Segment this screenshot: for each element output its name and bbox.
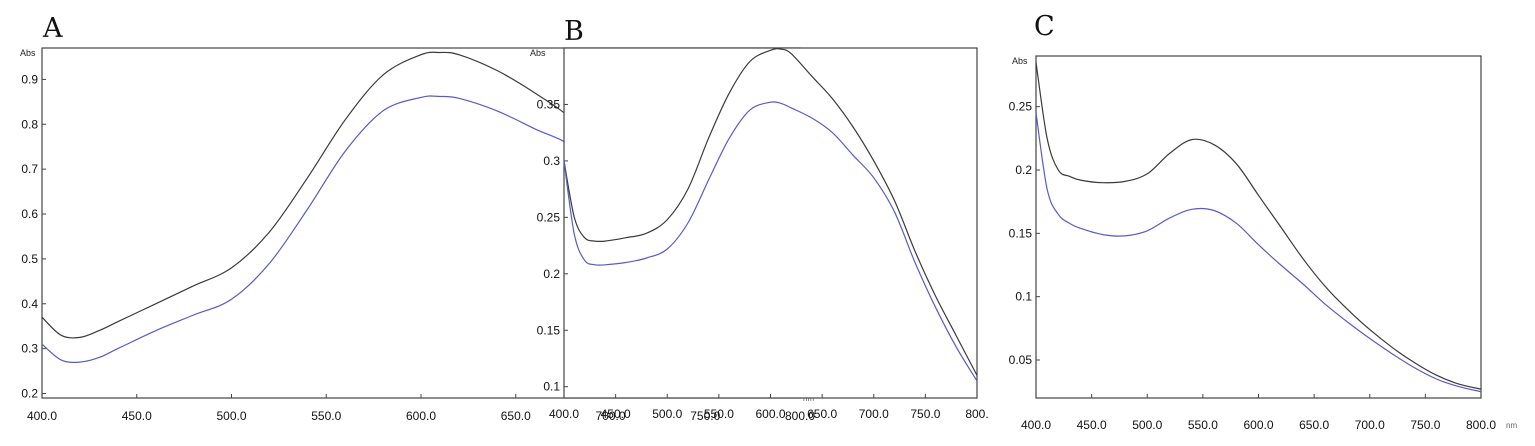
panel-b-series-line-2	[563, 101, 978, 382]
panel-b-xtick-label: 550.0	[704, 407, 734, 421]
panel-b-xtick-label: 600.0	[755, 407, 785, 421]
panel-c-xtick-label: 550.0	[1188, 418, 1218, 432]
panel-a-ytick-label: 0.6	[21, 207, 38, 221]
panel-a-xtick-label: 750.0	[690, 409, 720, 423]
panel-b-xtick-label: 450.0	[601, 407, 631, 421]
panel-a-ytick-label: 0.9	[21, 72, 38, 86]
panel-b-series-line-1	[563, 48, 978, 376]
panel-b-xtick-label: 650.0	[807, 407, 837, 421]
panel-c-letter: C	[1034, 11, 1055, 42]
panel-a-xtick-label: 700.0	[595, 409, 625, 423]
panel-c-series-line-2	[1035, 112, 1482, 393]
panel-b-ylabel: Abs	[530, 48, 546, 58]
panel-c-plot-frame	[1035, 55, 1482, 399]
panel-b-ytick-label: 0.1	[543, 380, 560, 394]
panel-a-xtick-label: 800.0	[785, 409, 815, 423]
panel-b-xtick-label: 750.0	[910, 407, 940, 421]
panel-c-ytick-label: 0.1	[1015, 290, 1032, 304]
panel-c-ytick-label: 0.15	[1009, 226, 1033, 240]
panel-a-xtick-label: 600.0	[406, 409, 436, 423]
panel-a-ytick-label: 0.8	[21, 117, 38, 131]
panel-c-ytick-label: 0.2	[1015, 163, 1032, 177]
panel-b-ytick-label: 0.35	[537, 97, 561, 111]
panel-c-ytick-label: 0.05	[1009, 353, 1033, 367]
panel-a-ytick-label: 0.3	[21, 342, 38, 356]
panel-a-xtick-label: 450.0	[122, 409, 152, 423]
panel-c-xunit: nm	[1506, 421, 1517, 430]
panel-c-ylabel: Abs	[1012, 56, 1028, 66]
panel-c-xtick-label: 700.0	[1355, 418, 1385, 432]
panel-c-xtick-label: 750.0	[1410, 418, 1440, 432]
panel-b-axes: 400.0 450.0 500.0 550.0 600.0 650.0 700.0 750.0…	[537, 48, 989, 421]
panel-a-ytick-label: 0.4	[21, 297, 38, 311]
panel-a-ytick-label: 0.2	[21, 387, 38, 401]
panel-c: C Abs nm 400.0 450.0 500.0 550.0 600.0 650.0 7…	[1009, 11, 1518, 432]
panel-c-xtick-label: 650.0	[1299, 418, 1329, 432]
panel-c-ytick-label: 0.25	[1009, 100, 1033, 114]
panel-b-letter: B	[564, 16, 584, 47]
panel-a-xtick-label: 500.0	[216, 409, 246, 423]
panel-a-xtick-label: 550.0	[311, 409, 341, 423]
panel-a-letter: A	[42, 13, 63, 44]
panel-a-xtick-label: 650.0	[501, 409, 531, 423]
panel-b-xtick-label: 400.0	[549, 407, 579, 421]
panel-c-xtick-label: 800.0	[1466, 418, 1496, 432]
panel-b-ytick-label: 0.25	[537, 210, 561, 224]
panel-b-ytick-label: 0.15	[537, 323, 561, 337]
panel-a-ytick-label: 0.7	[21, 162, 38, 176]
panel-b-xtick-label: 500.0	[652, 407, 682, 421]
panel-b-xtick-label: 700.0	[859, 407, 889, 421]
panel-c-xtick-label: 500.0	[1132, 418, 1162, 432]
panel-c-xtick-label: 600.0	[1243, 418, 1273, 432]
panel-c-xtick-label: 450.0	[1077, 418, 1107, 432]
panel-b-ytick-label: 0.3	[543, 154, 560, 168]
panel-b-plot-frame	[563, 47, 978, 399]
panel-a-axes: 400.0 450.0 500.0 550.0 600.0 650.0 700.0 750.0…	[21, 51, 815, 423]
panel-a-ytick-label: 0.5	[21, 252, 38, 266]
panel-b: B Abs 400.0 450.0 500.0 550.0 600.0 650.0 700.…	[530, 16, 989, 421]
panel-c-series-line-1	[1035, 62, 1482, 390]
panel-a-xtick-label: 400.0	[27, 409, 57, 423]
panel-a-ylabel: Abs	[20, 48, 36, 58]
panel-c-axes: 400.0 450.0 500.0 550.0 600.0 650.0 700.0 750.0…	[1009, 62, 1496, 432]
panel-c-xtick-label: 400.0	[1021, 418, 1051, 432]
panel-b-xtick-label: 800.	[965, 407, 988, 421]
panel-b-ytick-label: 0.2	[543, 267, 560, 281]
